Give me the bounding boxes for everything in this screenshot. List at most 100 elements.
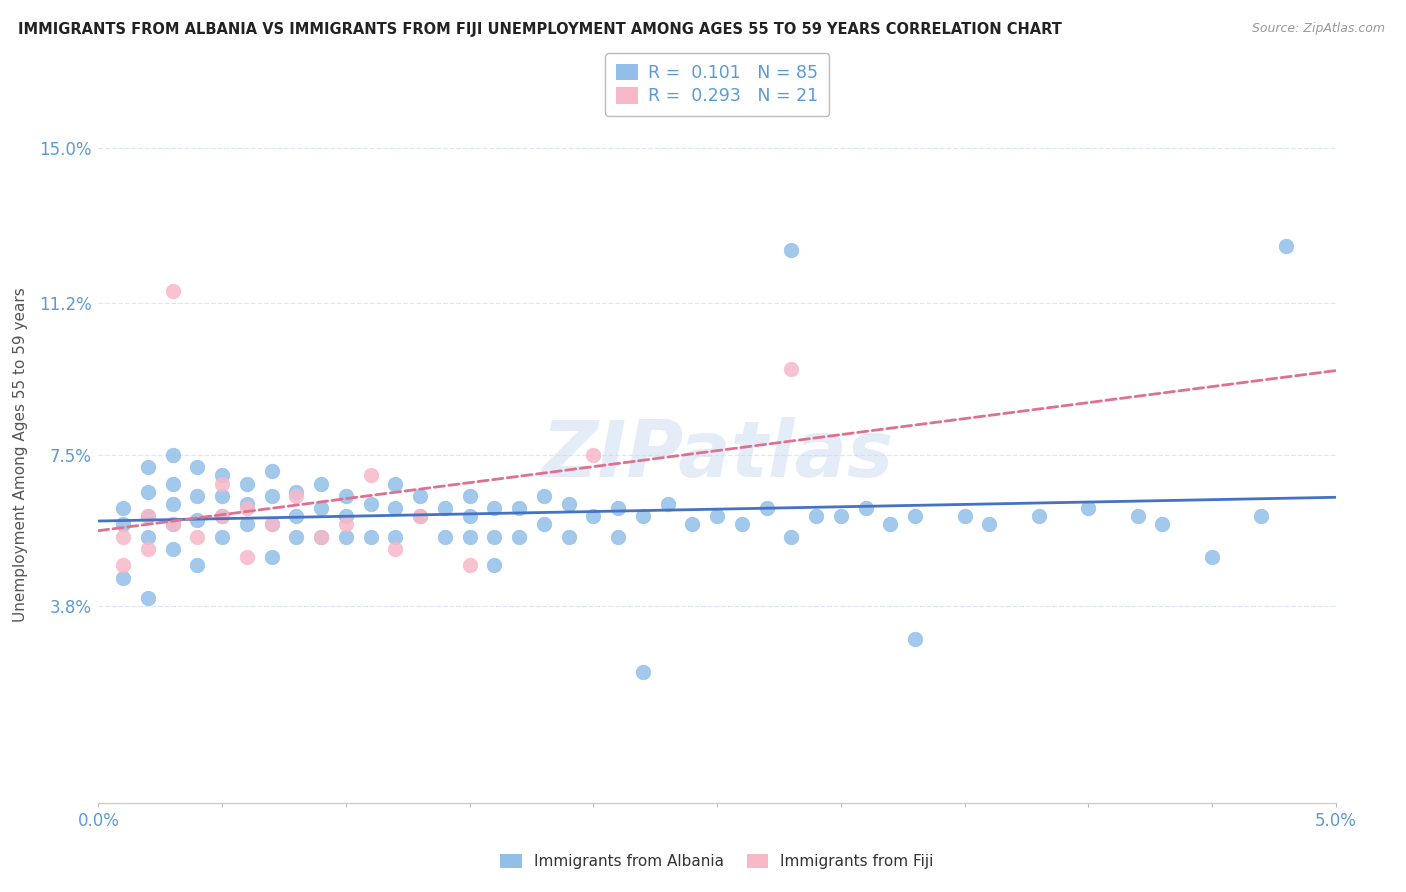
Point — [260, 517, 283, 532]
Point — [162, 542, 184, 557]
Point — [409, 509, 432, 524]
Point — [260, 550, 283, 565]
Point — [136, 460, 159, 475]
Point — [236, 517, 259, 532]
Point — [236, 497, 259, 511]
Point — [285, 489, 308, 503]
Point — [162, 476, 184, 491]
Point — [186, 489, 208, 503]
Point — [433, 501, 456, 516]
Point — [384, 542, 406, 557]
Point — [557, 530, 579, 544]
Point — [309, 501, 332, 516]
Legend: Immigrants from Albania, Immigrants from Fiji: Immigrants from Albania, Immigrants from… — [494, 847, 941, 875]
Point — [1077, 501, 1099, 516]
Point — [582, 509, 605, 524]
Point — [508, 501, 530, 516]
Point — [384, 530, 406, 544]
Point — [360, 497, 382, 511]
Point — [112, 501, 135, 516]
Point — [533, 489, 555, 503]
Point — [1028, 509, 1050, 524]
Point — [285, 509, 308, 524]
Point — [508, 530, 530, 544]
Point — [309, 530, 332, 544]
Point — [533, 517, 555, 532]
Point — [162, 448, 184, 462]
Point — [607, 530, 630, 544]
Point — [409, 509, 432, 524]
Y-axis label: Unemployment Among Ages 55 to 59 years: Unemployment Among Ages 55 to 59 years — [13, 287, 28, 623]
Point — [236, 550, 259, 565]
Point — [458, 558, 481, 573]
Point — [681, 517, 703, 532]
Point — [335, 509, 357, 524]
Point — [236, 476, 259, 491]
Point — [360, 530, 382, 544]
Point — [211, 476, 233, 491]
Point — [112, 571, 135, 585]
Point — [335, 489, 357, 503]
Point — [136, 591, 159, 606]
Text: ZIPatlas: ZIPatlas — [541, 417, 893, 493]
Point — [904, 632, 927, 646]
Point — [1152, 517, 1174, 532]
Point — [484, 530, 506, 544]
Point — [112, 558, 135, 573]
Point — [755, 501, 778, 516]
Point — [309, 476, 332, 491]
Point — [136, 530, 159, 544]
Point — [384, 476, 406, 491]
Point — [162, 284, 184, 298]
Point — [904, 509, 927, 524]
Point — [211, 509, 233, 524]
Point — [979, 517, 1001, 532]
Point — [706, 509, 728, 524]
Point — [879, 517, 901, 532]
Point — [211, 468, 233, 483]
Point — [186, 513, 208, 527]
Point — [211, 530, 233, 544]
Point — [360, 468, 382, 483]
Point — [830, 509, 852, 524]
Point — [162, 497, 184, 511]
Point — [112, 517, 135, 532]
Point — [1250, 509, 1272, 524]
Point — [260, 517, 283, 532]
Point — [162, 517, 184, 532]
Text: Source: ZipAtlas.com: Source: ZipAtlas.com — [1251, 22, 1385, 36]
Point — [211, 489, 233, 503]
Point — [260, 464, 283, 478]
Point — [731, 517, 754, 532]
Point — [162, 517, 184, 532]
Point — [780, 362, 803, 376]
Point — [484, 501, 506, 516]
Point — [631, 509, 654, 524]
Point — [780, 530, 803, 544]
Point — [335, 530, 357, 544]
Point — [236, 501, 259, 516]
Point — [335, 517, 357, 532]
Point — [136, 509, 159, 524]
Point — [1126, 509, 1149, 524]
Point — [136, 509, 159, 524]
Point — [136, 542, 159, 557]
Point — [1275, 239, 1298, 253]
Point — [409, 489, 432, 503]
Point — [211, 509, 233, 524]
Point — [384, 501, 406, 516]
Point — [433, 530, 456, 544]
Point — [186, 530, 208, 544]
Point — [458, 489, 481, 503]
Point — [136, 484, 159, 499]
Point — [458, 509, 481, 524]
Point — [112, 530, 135, 544]
Point — [855, 501, 877, 516]
Point — [484, 558, 506, 573]
Point — [631, 665, 654, 679]
Point — [804, 509, 827, 524]
Text: IMMIGRANTS FROM ALBANIA VS IMMIGRANTS FROM FIJI UNEMPLOYMENT AMONG AGES 55 TO 59: IMMIGRANTS FROM ALBANIA VS IMMIGRANTS FR… — [18, 22, 1062, 37]
Point — [458, 530, 481, 544]
Point — [285, 530, 308, 544]
Point — [582, 448, 605, 462]
